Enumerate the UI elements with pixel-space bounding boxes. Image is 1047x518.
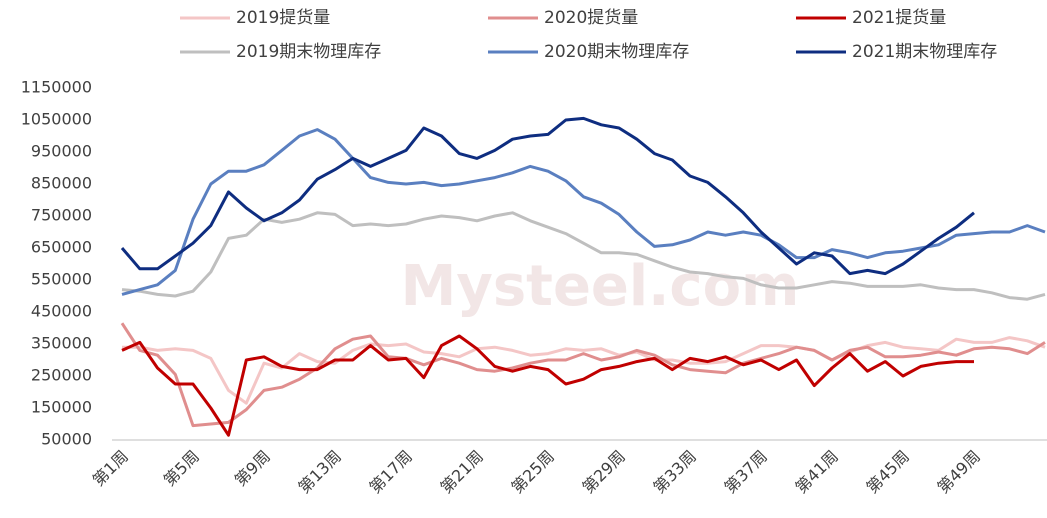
series-line <box>121 211 1046 301</box>
y-tick-label: 350000 <box>31 334 92 353</box>
y-tick-label: 550000 <box>31 270 92 289</box>
y-tick-label: 1150000 <box>21 78 92 97</box>
series-line <box>122 336 1046 405</box>
series-line <box>120 322 1046 428</box>
x-tick-label: 第29周 <box>579 447 629 497</box>
legend-label: 2020期末物理库存 <box>544 42 689 62</box>
y-tick-label: 950000 <box>31 142 92 161</box>
x-tick-label: 第21周 <box>437 447 487 497</box>
x-tick-label: 第13周 <box>295 447 345 497</box>
x-tick-label: 第9周 <box>231 447 274 490</box>
y-tick-label: 250000 <box>31 366 92 385</box>
x-tick-label: 第33周 <box>650 447 700 497</box>
series-line <box>120 116 975 276</box>
legend-label: 2019提货量 <box>236 8 330 28</box>
x-tick-label: 第41周 <box>792 447 842 497</box>
x-tick-label: 第5周 <box>160 447 203 490</box>
x-tick-label: 第49周 <box>934 447 984 497</box>
y-tick-label: 150000 <box>31 398 92 417</box>
y-tick-label: 450000 <box>31 302 92 321</box>
x-tick-label: 第37周 <box>721 447 771 497</box>
legend-label: 2020提货量 <box>544 8 638 28</box>
legend-label: 2021期末物理库存 <box>852 42 997 62</box>
y-tick-label: 850000 <box>31 174 92 193</box>
x-tick-label: 第17周 <box>366 447 416 497</box>
y-tick-label: 750000 <box>31 206 92 225</box>
x-tick-label: 第1周 <box>89 447 132 490</box>
watermark: Mysteel.com <box>401 254 800 319</box>
legend-label: 2021提货量 <box>852 8 946 28</box>
x-tick-label: 第25周 <box>508 447 558 497</box>
series-line <box>121 334 974 437</box>
y-tick-label: 1050000 <box>21 110 92 129</box>
x-tick-label: 第45周 <box>863 447 913 497</box>
y-tick-label: 650000 <box>31 238 92 257</box>
legend-label: 2019期末物理库存 <box>236 42 381 62</box>
y-tick-label: 50000 <box>41 430 92 449</box>
series-line <box>121 128 1046 296</box>
